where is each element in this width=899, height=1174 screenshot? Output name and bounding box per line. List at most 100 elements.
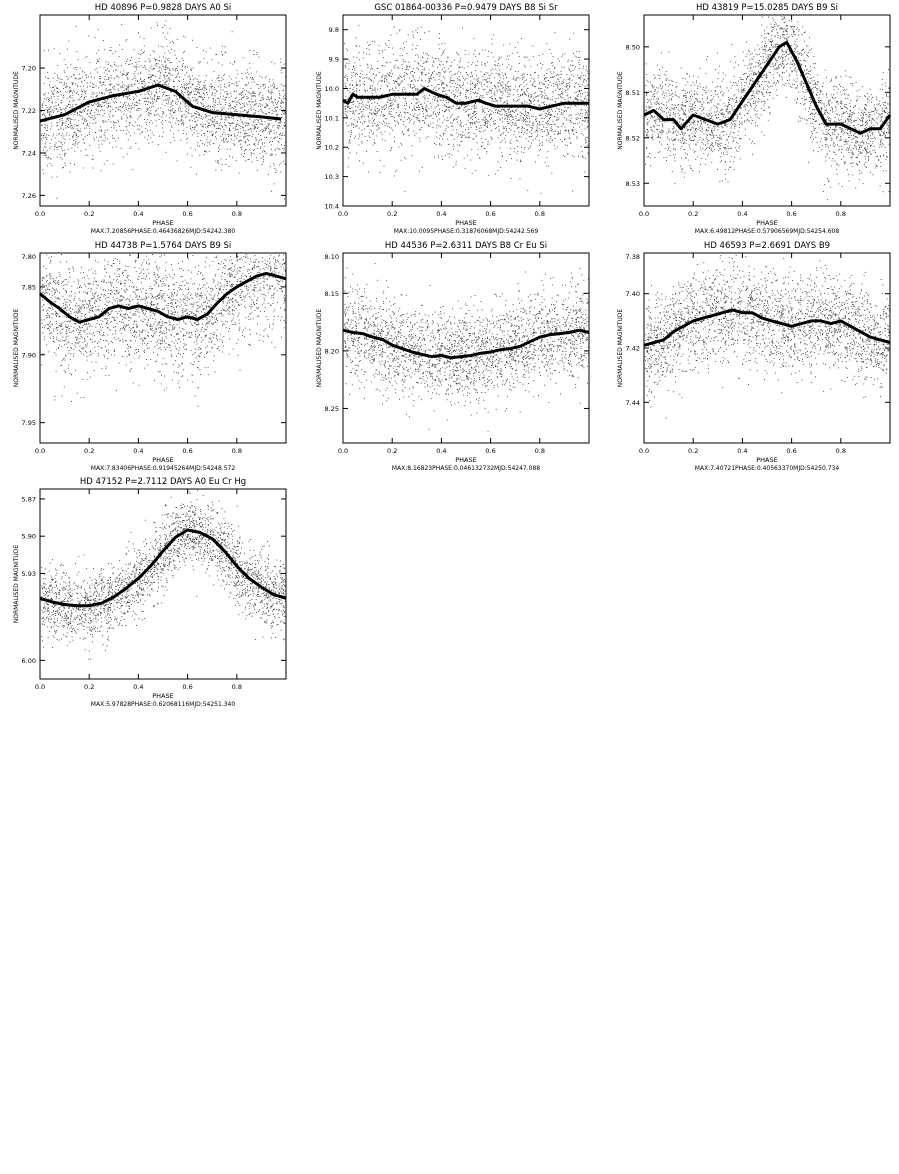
data-point (254, 113, 255, 114)
data-point (71, 148, 72, 149)
data-point (377, 124, 378, 125)
data-point (143, 52, 144, 53)
data-point (85, 155, 86, 156)
data-point (234, 106, 235, 107)
data-point (461, 122, 462, 123)
data-point (513, 99, 514, 100)
data-point (561, 109, 562, 110)
data-point (50, 129, 51, 130)
data-point (509, 108, 510, 109)
data-point (501, 152, 502, 153)
data-point (206, 51, 207, 52)
data-point (271, 120, 272, 121)
data-point (490, 125, 491, 126)
data-point (90, 86, 91, 87)
data-point (254, 105, 255, 106)
data-point (220, 97, 221, 98)
data-point (203, 118, 204, 119)
data-point (151, 113, 152, 114)
data-point (64, 72, 65, 73)
data-point (566, 111, 567, 112)
data-point (410, 87, 411, 88)
data-point (152, 103, 153, 104)
data-point (429, 108, 430, 109)
data-point (258, 122, 259, 123)
data-point (565, 90, 566, 91)
data-point (390, 105, 391, 106)
data-point (65, 64, 66, 65)
data-point (199, 87, 200, 88)
data-point (84, 80, 85, 81)
data-point (419, 129, 420, 130)
data-point (240, 132, 241, 133)
data-point (527, 74, 528, 75)
data-point (487, 144, 488, 145)
data-point (580, 77, 581, 78)
data-point (224, 142, 225, 143)
data-point (529, 60, 530, 61)
data-point (224, 107, 225, 108)
data-point (237, 74, 238, 75)
data-point (54, 144, 55, 145)
data-point (378, 111, 379, 112)
data-point (161, 68, 162, 69)
data-point (114, 103, 115, 104)
data-point (412, 49, 413, 50)
data-point (77, 137, 78, 138)
data-point (499, 111, 500, 112)
data-point (98, 50, 99, 51)
data-point (429, 81, 430, 82)
data-point (236, 91, 237, 92)
data-point (89, 134, 90, 135)
data-point (158, 98, 159, 99)
data-point (262, 77, 263, 78)
data-point (65, 153, 66, 154)
data-point (276, 107, 277, 108)
data-point (198, 92, 199, 93)
data-point (148, 93, 149, 94)
data-point (51, 96, 52, 97)
data-point (239, 173, 240, 174)
data-point (72, 82, 73, 83)
data-point (564, 156, 565, 157)
data-point (557, 85, 558, 86)
data-point (448, 154, 449, 155)
data-point (268, 87, 269, 88)
data-point (488, 56, 489, 57)
data-point (271, 153, 272, 154)
data-point (215, 93, 216, 94)
data-point (400, 48, 401, 49)
data-point (428, 98, 429, 99)
data-point (162, 92, 163, 93)
data-point (260, 148, 261, 149)
data-point (587, 122, 588, 123)
data-point (96, 109, 97, 110)
data-point (274, 84, 275, 85)
data-point (140, 78, 141, 79)
data-point (418, 64, 419, 65)
data-point (353, 67, 354, 68)
data-point (470, 89, 471, 90)
data-point (267, 127, 268, 128)
data-point (64, 163, 65, 164)
data-point (99, 105, 100, 106)
data-point (173, 43, 174, 44)
data-point (459, 107, 460, 108)
data-point (48, 50, 49, 51)
data-point (149, 59, 150, 60)
data-point (510, 148, 511, 149)
data-point (113, 122, 114, 123)
data-point (378, 99, 379, 100)
data-point (73, 83, 74, 84)
data-point (507, 100, 508, 101)
data-point (381, 111, 382, 112)
data-point (539, 145, 540, 146)
data-point (506, 59, 507, 60)
data-point (209, 86, 210, 87)
data-point (72, 127, 73, 128)
data-point (441, 81, 442, 82)
data-point (517, 91, 518, 92)
data-point (283, 99, 284, 100)
data-point (405, 92, 406, 93)
data-point (528, 141, 529, 142)
